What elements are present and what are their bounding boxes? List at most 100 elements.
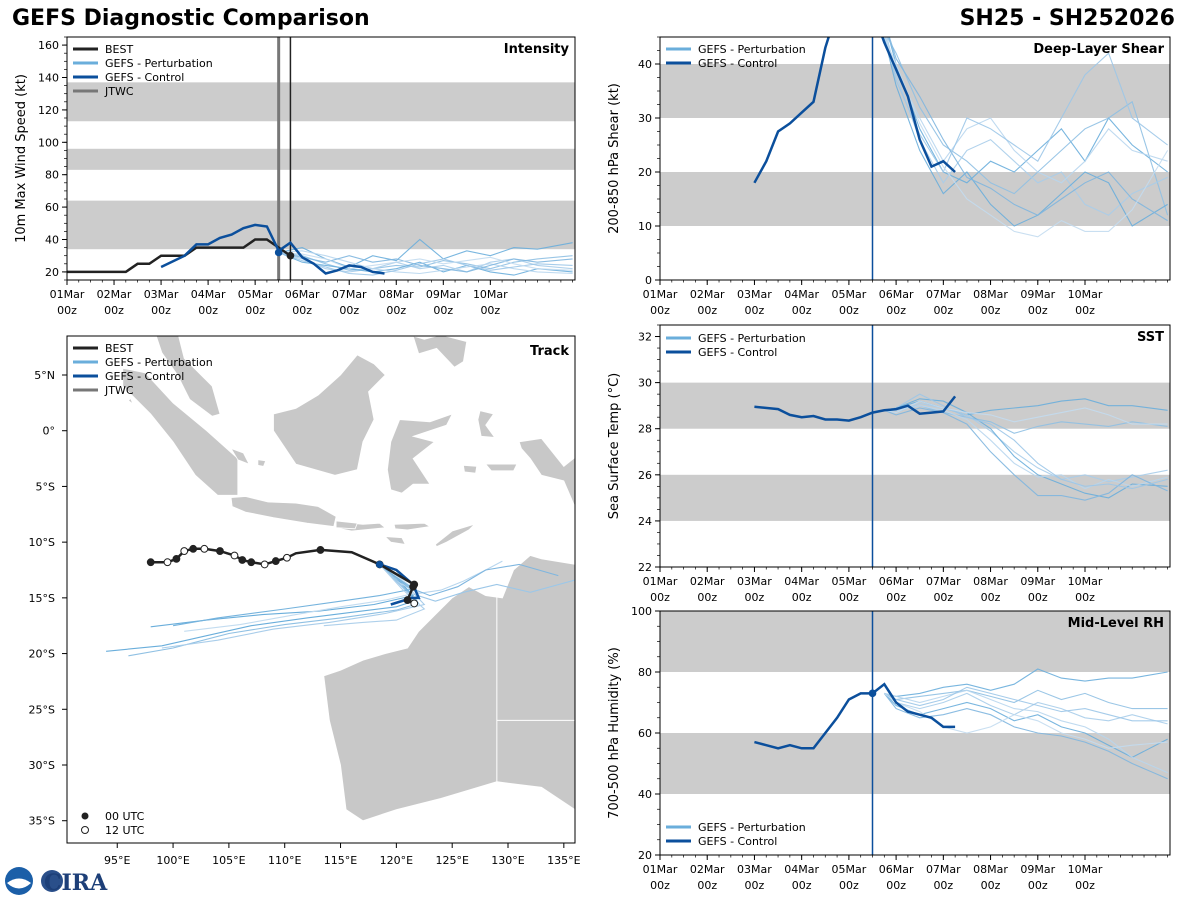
track-legend-label-3: JTWC	[104, 384, 134, 397]
track-ytick-label-1: 0°	[43, 425, 56, 438]
borneo-land	[273, 354, 386, 476]
intensity-xtick-label-1: 02Mar	[97, 288, 132, 301]
shear-xtick-label-9: 10Mar	[1068, 288, 1103, 301]
shear-band-0	[660, 172, 1170, 226]
sst-band-0	[660, 474, 1170, 521]
philippines-land	[412, 336, 468, 368]
utc00-marker	[81, 812, 89, 820]
rh-xtick-label-2: 03Mar	[737, 863, 772, 876]
intensity-title: Intensity	[504, 42, 570, 57]
belitung-land	[257, 459, 267, 467]
shear-xtick-sublabel-1: 00z	[697, 304, 717, 317]
rh-perturbation-line-6	[884, 686, 1168, 722]
shear-legend-label-1: GEFS - Control	[698, 57, 777, 70]
track-ytick-label-8: 35°S	[29, 815, 55, 828]
sst-xtick-label-5: 06Mar	[879, 575, 914, 588]
shear-perturbation-line-1	[886, 37, 1169, 216]
track-best-point-10	[260, 560, 269, 569]
track-ytick-label-5: 20°S	[29, 648, 55, 661]
shear-xtick-label-2: 03Mar	[737, 288, 772, 301]
page-title: GEFS Diagnostic Comparison	[12, 6, 370, 31]
rh-xtick-sublabel-1: 00z	[697, 879, 717, 892]
track-perturbation-line-1	[128, 563, 420, 657]
sst-ytick-label-0: 22	[638, 561, 652, 574]
sst-legend-label-1: GEFS - Control	[698, 346, 777, 359]
shear-xtick-sublabel-8: 00z	[1028, 304, 1048, 317]
intensity-xtick-sublabel-7: 00z	[386, 304, 406, 317]
track-ytick-label-7: 30°S	[29, 759, 55, 772]
intensity-perturbation-line-1	[278, 251, 573, 271]
sst-xtick-sublabel-8: 00z	[1028, 591, 1048, 604]
track-ytick-label-6: 25°S	[29, 703, 55, 716]
sst-xtick-sublabel-9: 00z	[1075, 591, 1095, 604]
rh-perturbation-line-7	[883, 692, 1168, 749]
intensity-band-1	[67, 148, 575, 170]
shear-ytick-label-4: 40	[638, 58, 652, 71]
shear-perturbation-line-5	[888, 37, 1168, 222]
rh-xtick-label-0: 01Mar	[643, 863, 678, 876]
shear-xtick-label-0: 01Mar	[643, 288, 678, 301]
rh-xtick-label-5: 06Mar	[879, 863, 914, 876]
shear-xtick-sublabel-9: 00z	[1075, 304, 1095, 317]
sst-xtick-sublabel-3: 00z	[792, 591, 812, 604]
track-ytick-label-0: 5°N	[34, 369, 55, 382]
rh-xtick-label-3: 04Mar	[784, 863, 819, 876]
shear-control-line	[753, 37, 956, 184]
rh-legend-label-0: GEFS - Perturbation	[698, 821, 806, 834]
sst-panel: 22 24 26 28 30 32 01Mar 00z 02Mar 00z 03Mar 00z 04Ma…	[607, 324, 1171, 604]
rh-legend-label-1: GEFS - Control	[698, 835, 777, 848]
rh-ytick-label-4: 100	[631, 605, 652, 618]
intensity-ytick-label-2: 60	[45, 201, 59, 214]
intensity-ytick-label-7: 160	[38, 39, 59, 52]
rh-ytick-label-2: 60	[638, 727, 652, 740]
intensity-panel: 20 40 60 80 100 120 140 160 01Mar 00z 02Mar 00z 03Ma…	[14, 36, 576, 317]
intensity-xtick-sublabel-8: 00z	[433, 304, 453, 317]
sst-perturbation-line-7	[884, 400, 1168, 425]
intensity-marker-0	[274, 248, 283, 257]
track-best-point-19	[403, 596, 412, 604]
intensity-xtick-sublabel-3: 00z	[198, 304, 218, 317]
track-xtick-label-4: 115°E	[324, 854, 357, 867]
shear-xtick-sublabel-0: 00z	[650, 304, 670, 317]
intensity-xtick-label-4: 05Mar	[238, 288, 273, 301]
intensity-best-line	[67, 238, 292, 274]
track-legend-label-1: GEFS - Perturbation	[105, 356, 213, 369]
flores-land	[393, 522, 432, 531]
sst-ytick-label-4: 30	[638, 377, 652, 390]
rh-marker-0	[868, 689, 877, 698]
track-best-point-8	[238, 556, 247, 564]
shear-perturbation-line-4	[883, 42, 1168, 184]
intensity-xtick-label-0: 01Mar	[50, 288, 85, 301]
rh-xtick-label-7: 08Mar	[973, 863, 1008, 876]
track-best-point-2	[172, 554, 181, 563]
intensity-xtick-sublabel-5: 00z	[292, 304, 312, 317]
track-plot-area	[67, 336, 575, 843]
intensity-legend-label-0: BEST	[105, 43, 133, 56]
shear-panel: 0 10 20 30 40 01Mar 00z 02Mar 00z 03Mar 00z 04Mar 00…	[607, 36, 1171, 317]
shear-xtick-sublabel-2: 00z	[745, 304, 765, 317]
track-best-point-5	[200, 544, 209, 553]
track-best-point-7	[230, 551, 239, 560]
shear-xtick-label-3: 04Mar	[784, 288, 819, 301]
shear-plot-area	[660, 37, 1170, 280]
intensity-xtick-label-7: 08Mar	[379, 288, 414, 301]
sst-xtick-label-9: 10Mar	[1068, 575, 1103, 588]
shear-perturbation-line-3	[883, 37, 1168, 227]
track-perturbation-line-9	[323, 564, 426, 627]
track-xtick-label-1: 100°E	[156, 854, 189, 867]
globe-icon	[41, 870, 63, 892]
sumatra-land	[122, 367, 239, 496]
sst-xtick-sublabel-5: 00z	[886, 591, 906, 604]
sst-perturbation-line-5	[884, 407, 1168, 501]
small-islands-land	[127, 397, 134, 406]
intensity-perturbation-line-3	[278, 251, 573, 276]
rh-band-0	[660, 733, 1170, 794]
track-xtick-label-8: 135°E	[547, 854, 580, 867]
intensity-ytick-label-6: 140	[38, 72, 59, 85]
shear-ytick-label-1: 10	[638, 220, 652, 233]
sst-frame	[659, 324, 1171, 568]
shear-ytick-label-0: 0	[645, 274, 652, 287]
shear-xtick-sublabel-3: 00z	[792, 304, 812, 317]
rh-xtick-sublabel-0: 00z	[650, 879, 670, 892]
